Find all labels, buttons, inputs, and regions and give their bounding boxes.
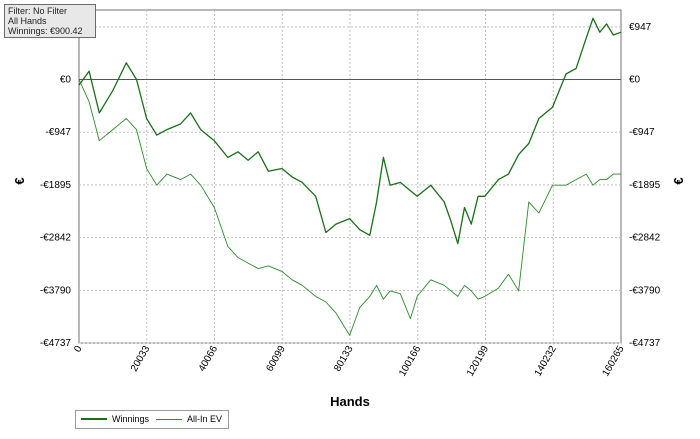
filter-info-box: Filter: No Filter All Hands Winnings: €9… [4,4,96,38]
y-tick-label-left: €0 [60,75,72,86]
x-tick-label: 40066 [197,344,221,374]
x-axis-title: Hands [330,394,370,409]
x-tick-label: 0 [72,344,85,355]
legend-swatch-allin-ev [156,418,182,420]
winnings-text: Winnings: €900.42 [8,26,83,36]
legend-item-winnings[interactable]: Winnings [81,414,149,424]
y-tick-label-left: -€1895 [40,180,72,191]
y-axis-title-left: € [12,177,27,184]
legend: Winnings All-In EV [75,410,229,429]
y-tick-label-right: -€3790 [629,285,661,296]
y-tick-label-right: €0 [629,75,641,86]
x-tick-label: 20033 [129,344,153,374]
legend-label-winnings: Winnings [112,414,150,424]
x-tick-label: 160265 [600,344,626,379]
x-tick-label: 80133 [332,344,356,374]
legend-swatch-winnings [81,418,107,420]
legend-label-allin-ev: All-In EV [187,414,223,424]
series-layer [78,17,622,336]
x-tick-label: 140232 [533,344,559,379]
legend-item-allin-ev[interactable]: All-In EV [156,414,222,424]
grid [79,10,621,344]
winnings-line [78,17,622,245]
y-axis-title-right: € [671,177,686,184]
y-tick-label-left: -€2842 [40,233,72,244]
x-tick-label: 120199 [465,344,491,379]
filter-text: Filter: No Filter [8,6,68,16]
y-tick-label-right: -€1895 [629,180,661,191]
hands-text: All Hands [8,16,47,26]
y-tick-label-right: -€4737 [629,338,661,349]
y-tick-label-left: -€4737 [40,338,72,349]
x-tick-label: 100166 [397,344,423,379]
y-tick-label-left: -€3790 [40,285,72,296]
y-tick-label-left: -€947 [45,127,71,138]
y-tick-label-right: €947 [629,22,652,33]
y-tick-label-right: -€2842 [629,233,661,244]
x-tick-label: 60099 [264,344,288,374]
allin-ev-line [78,79,621,336]
y-tick-label-right: -€947 [629,127,655,138]
